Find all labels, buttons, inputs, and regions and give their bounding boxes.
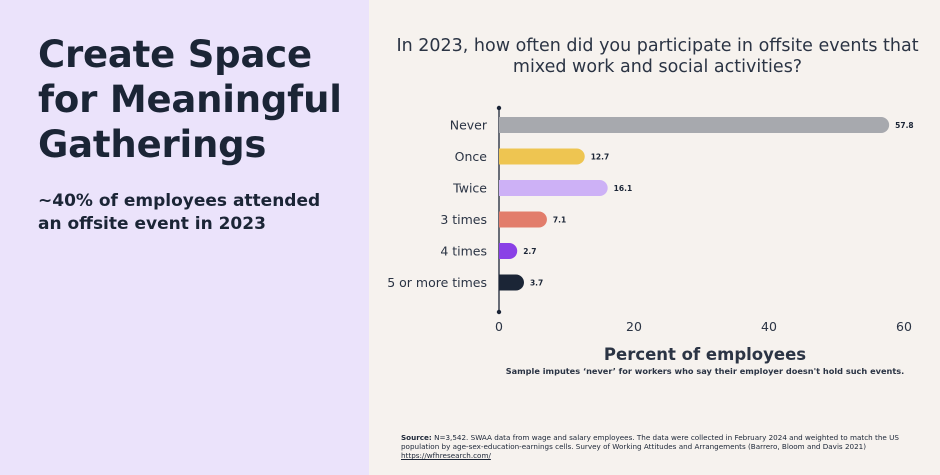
bar-left-edge <box>499 180 507 196</box>
bar-left-edge <box>499 211 507 228</box>
chart-title: In 2023, how often did you participate i… <box>396 36 919 77</box>
category-label: Twice <box>452 181 487 196</box>
x-tick-label: 40 <box>761 319 777 334</box>
bar <box>499 211 547 228</box>
value-label: 16.1 <box>614 184 633 193</box>
axis-top-dot <box>496 105 502 111</box>
value-label: 12.7 <box>591 153 610 162</box>
x-tick-label: 60 <box>896 319 912 334</box>
x-axis-title: Percent of employees <box>603 345 807 364</box>
chart-panel <box>369 0 940 475</box>
source-text: N=3,542. SWAA data from wage and salary … <box>401 433 899 451</box>
bar <box>499 117 890 133</box>
bar <box>499 148 585 165</box>
category-label: 4 times <box>440 244 487 259</box>
category-label: Once <box>455 149 488 164</box>
value-label: 2.7 <box>523 247 536 256</box>
axis-bottom-dot <box>496 309 502 315</box>
category-label: 5 or more times <box>387 275 487 290</box>
value-label: 7.1 <box>553 216 566 225</box>
x-tick-label: 0 <box>495 319 503 334</box>
bar-chart: 0 20 40 60 Never 57.8 Once 12.7 Twice 16.1 3 times… <box>387 105 914 334</box>
source-note: Source: N=3,542. SWAA data from wage and… <box>401 433 901 460</box>
value-label: 57.8 <box>895 121 914 130</box>
x-tick-label: 20 <box>626 319 642 334</box>
bar-left-edge <box>499 148 507 165</box>
page-subtitle: ~40% of employees attended an offsite ev… <box>38 191 321 234</box>
left-panel: Create Space for Meaningful Gatherings ~… <box>0 0 369 475</box>
bar-left-edge <box>499 274 507 291</box>
chart-note: Sample imputes ‘never’ for workers who s… <box>505 366 905 376</box>
value-label: 3.7 <box>530 279 543 288</box>
source-link[interactable]: https://wfhresearch.com/ <box>401 451 491 460</box>
page-title: Create Space for Meaningful Gatherings <box>38 33 342 166</box>
bar <box>499 180 608 196</box>
category-label: Never <box>450 118 488 133</box>
category-label: 3 times <box>440 212 487 227</box>
bar-left-edge <box>499 117 507 133</box>
source-label: Source: <box>401 433 432 442</box>
bar-left-edge <box>499 243 507 259</box>
